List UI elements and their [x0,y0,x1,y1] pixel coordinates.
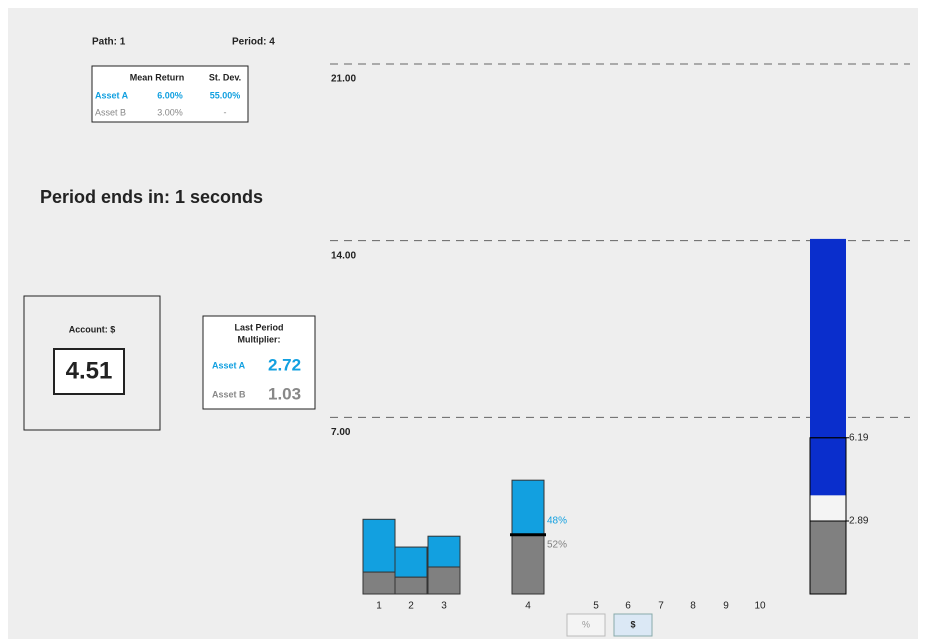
marker-label: 6.19 [849,432,869,443]
multiplier-title: Last Period [234,322,283,332]
projection-segment [810,521,846,594]
multiplier-value: 1.03 [268,384,301,403]
row-label: Asset A [95,90,129,100]
cell: 3.00% [157,107,183,117]
x-tick-label: 6 [625,601,631,612]
marker-label: 2.89 [849,516,869,527]
x-tick-label: 2 [408,601,414,612]
dollar-button[interactable] [613,613,653,637]
bar-segment [427,566,461,595]
annotation: 48% [547,515,567,526]
account-value-box [53,348,125,395]
multiplier-box [202,315,316,410]
stats-table [91,65,249,123]
percent-button[interactable] [566,613,606,637]
account-label: Account: $ [69,324,116,334]
row-label: Asset B [212,389,246,399]
multiplier-value: 2.72 [268,355,301,374]
x-tick-label: 8 [690,601,696,612]
bar-segment [362,571,396,595]
cell: 55.00% [210,90,241,100]
path-label: Path: 1 [92,37,126,48]
multiplier-subtitle: Multiplier: [238,334,281,344]
projection-segment [810,238,846,496]
annotation: 52% [547,539,567,550]
y-tick-label: 14.00 [331,250,356,261]
cell: 6.00% [157,90,183,100]
cell: - [224,107,227,117]
button-label[interactable]: % [582,619,590,629]
x-tick-label: 10 [754,601,766,612]
col-header: St. Dev. [209,72,241,82]
row-label: Asset A [212,360,246,370]
x-tick-label: 1 [376,601,382,612]
x-tick-label: 3 [441,601,447,612]
bar-segment [511,479,545,536]
account-box [23,295,161,431]
period-label: Period: 4 [232,37,275,48]
bar-segment [362,518,396,573]
projection-segment [810,495,846,522]
row-label: Asset B [95,107,126,117]
x-tick-label: 7 [658,601,664,612]
x-tick-label: 4 [525,601,531,612]
bar-segment [511,534,545,595]
projection-outline [809,437,847,595]
bar-segment [394,546,428,578]
bar-segment [394,576,428,595]
col-header: Mean Return [130,72,185,82]
x-tick-label: 9 [723,601,729,612]
timer: Period ends in: 1 seconds [40,187,263,207]
y-tick-label: 21.00 [331,74,356,85]
bar-segment [427,535,461,568]
x-tick-label: 5 [593,601,599,612]
y-tick-label: 7.00 [331,427,351,438]
button-label[interactable]: $ [630,619,635,629]
account-value: 4.51 [66,357,113,384]
